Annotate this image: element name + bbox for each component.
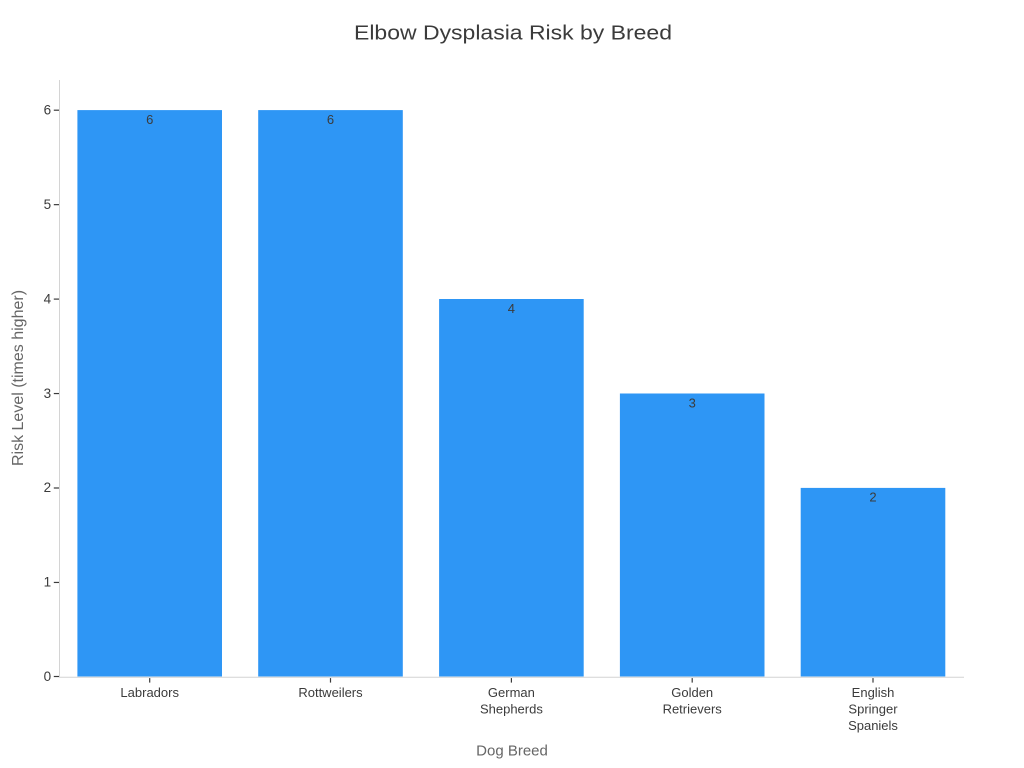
svg-text:3: 3 <box>689 395 696 410</box>
svg-text:6: 6 <box>146 112 153 127</box>
svg-text:4: 4 <box>508 301 515 316</box>
svg-text:Spaniels: Spaniels <box>848 718 898 733</box>
svg-text:0: 0 <box>44 669 52 684</box>
svg-text:Springer: Springer <box>848 701 898 716</box>
svg-text:6: 6 <box>327 112 334 127</box>
svg-text:4: 4 <box>44 291 52 306</box>
svg-text:Golden: Golden <box>671 685 713 700</box>
svg-text:English: English <box>852 685 895 700</box>
svg-text:Risk Level (times higher): Risk Level (times higher) <box>10 290 27 466</box>
svg-text:Labradors: Labradors <box>120 685 179 700</box>
svg-text:German: German <box>488 685 535 700</box>
svg-text:Rottweilers: Rottweilers <box>298 685 363 700</box>
svg-text:Elbow Dysplasia Risk by Breed: Elbow Dysplasia Risk by Breed <box>354 21 672 44</box>
svg-text:3: 3 <box>44 386 52 401</box>
svg-text:Shepherds: Shepherds <box>480 701 543 716</box>
svg-text:6: 6 <box>44 102 52 117</box>
svg-text:1: 1 <box>44 575 52 590</box>
svg-text:2: 2 <box>44 480 52 495</box>
svg-text:2: 2 <box>869 490 876 505</box>
svg-text:5: 5 <box>44 197 52 212</box>
svg-text:Retrievers: Retrievers <box>663 701 723 716</box>
svg-text:Dog Breed: Dog Breed <box>476 742 548 759</box>
